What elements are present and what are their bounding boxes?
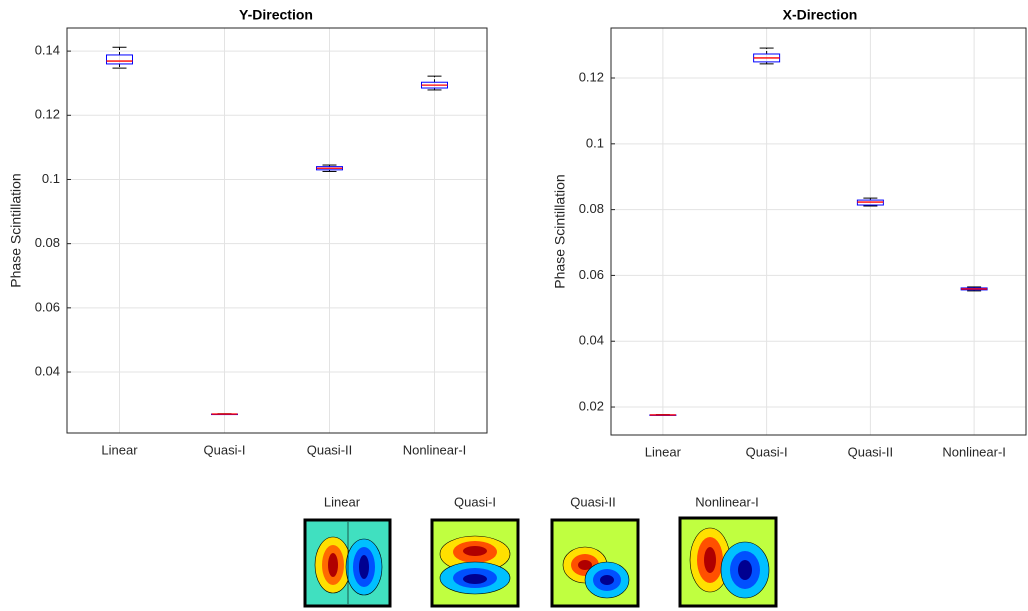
y-tick-label: 0.1 (586, 135, 604, 150)
panel-label: Nonlinear-I (695, 494, 759, 509)
mode-image (430, 518, 520, 608)
chart-title: Y-Direction (239, 7, 313, 23)
y-tick-label: 0.12 (579, 69, 604, 84)
box-chart: 0.02 0.04 0.06 0.08 0.1 0.12 Linear Quasi-I Quas… (552, 7, 1027, 459)
x-tick-label: Nonlinear-I (403, 442, 467, 457)
x-tick-label: Quasi-I (746, 444, 788, 459)
y-tick-label: 0.12 (35, 107, 60, 122)
plot-area (67, 28, 487, 433)
box-chart: 0.04 0.06 0.08 0.1 0.12 0.14 Linear Quasi-I Quas… (8, 7, 488, 457)
y-axis-label: Phase Scintillation (552, 174, 568, 288)
y-tick-label: 0.02 (579, 398, 604, 413)
x-tick-label: Quasi-I (204, 442, 246, 457)
y-tick-label: 0.1 (42, 171, 60, 186)
mode-image (303, 518, 392, 608)
y-tick-label: 0.04 (35, 363, 60, 378)
panel-label: Linear (324, 494, 361, 509)
x-tick-label: Quasi-II (307, 442, 353, 457)
mode-image (678, 516, 778, 608)
y-tick-label: 0.06 (579, 267, 604, 282)
mode-panels: Linear Quasi-I Quasi-II Nonlinear-I (303, 494, 778, 608)
y-tick-label: 0.08 (35, 235, 60, 250)
axes-box (610, 27, 1027, 436)
y-tick-label: 0.04 (579, 333, 604, 348)
axes-box (66, 27, 488, 434)
box (106, 54, 133, 65)
x-tick-label: Quasi-II (848, 444, 894, 459)
x-tick-label: Linear (101, 442, 138, 457)
chart-title: X-Direction (783, 7, 858, 23)
x-tick-label: Linear (645, 444, 682, 459)
y-tick-label: 0.14 (35, 43, 60, 58)
y-axis-label: Phase Scintillation (8, 173, 24, 287)
plot-area (611, 28, 1026, 435)
y-tick-label: 0.08 (579, 201, 604, 216)
panel-label: Quasi-I (454, 494, 496, 509)
y-tick-label: 0.06 (35, 299, 60, 314)
x-tick-label: Nonlinear-I (942, 444, 1006, 459)
panel-label: Quasi-II (570, 494, 616, 509)
mode-image (550, 518, 640, 608)
